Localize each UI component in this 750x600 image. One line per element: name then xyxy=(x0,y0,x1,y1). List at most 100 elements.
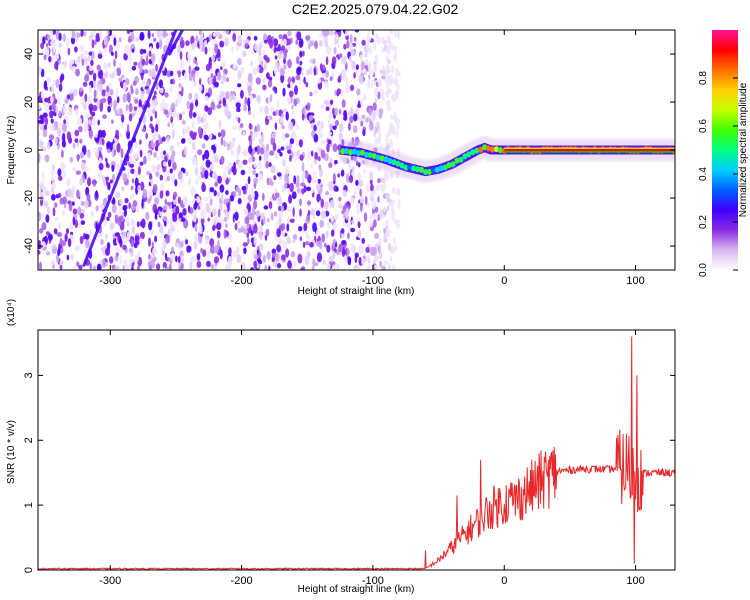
spectrogram-noise-cell xyxy=(349,34,353,44)
spectrogram-noise-cell xyxy=(127,38,132,43)
spectrogram-noise-cell xyxy=(256,145,261,155)
spectrogram-noise-cell xyxy=(243,227,247,235)
spectrogram-noise-cell xyxy=(349,197,355,204)
spectrogram-noise-cell xyxy=(244,42,249,48)
spectrogram-noise-cell xyxy=(293,98,298,107)
colorbar-tick-label: 0.2 xyxy=(698,215,709,229)
colorbar-tick-label: 0.4 xyxy=(698,167,709,181)
spectrogram-noise-cell xyxy=(97,129,103,138)
spectrogram-noise-cell xyxy=(322,72,326,77)
spectrogram-noise-cell xyxy=(111,204,117,214)
spectrogram-noise-cell xyxy=(326,262,331,270)
spectrogram-noise-cell xyxy=(386,35,390,45)
spectrogram-noise-cell xyxy=(331,229,335,237)
spectrogram-noise-cell xyxy=(210,73,214,79)
spectrogram-noise-cell xyxy=(396,30,401,40)
spectrogram-noise-cell xyxy=(161,136,166,142)
spectrogram-noise-cell xyxy=(277,44,281,52)
spectrogram-noise-cell xyxy=(321,210,327,220)
spectrogram-noise-cell xyxy=(362,129,366,137)
spectrogram-noise-cell xyxy=(253,260,258,269)
spectrogram-noise-cell xyxy=(176,141,181,147)
spectrogram-noise-cell xyxy=(58,83,63,92)
spectrogram-noise-cell xyxy=(106,148,111,154)
spectrogram-noise-cell xyxy=(198,224,203,235)
spectrogram-noise-cell xyxy=(280,117,284,124)
spectrogram-noise-cell xyxy=(306,186,312,192)
spectrogram-noise-cell xyxy=(98,138,103,146)
spectrogram-noise-cell xyxy=(96,82,101,90)
spectrogram-noise-cell xyxy=(246,222,250,229)
spectrogram-noise-cell xyxy=(322,260,326,266)
spectrogram-noise-cell xyxy=(237,70,242,80)
spectrogram-noise-cell xyxy=(300,182,306,187)
spectrogram-noise-cell xyxy=(214,256,220,264)
spectrogram-noise-cell xyxy=(128,54,132,64)
spectrogram-noise-cell xyxy=(276,263,282,269)
spectrogram-noise-cell xyxy=(289,138,295,145)
spectrogram-noise-cell xyxy=(357,230,362,238)
spectrogram-noise-cell xyxy=(88,51,93,56)
spectrogram-noise-cell xyxy=(321,121,324,129)
spectrogram-noise-cell xyxy=(350,49,355,56)
spectrogram-noise-cell xyxy=(59,264,63,270)
spectrogram-noise-cell xyxy=(41,51,46,56)
spectrogram-noise-cell xyxy=(298,226,303,232)
spectrogram-noise-cell xyxy=(291,76,295,84)
spectrogram-noise-cell xyxy=(369,121,374,130)
spectrogram-noise-cell xyxy=(79,178,83,186)
spectrogram-noise-cell xyxy=(242,149,247,156)
spectrogram-noise-cell xyxy=(335,30,341,33)
spectrogram-noise-cell xyxy=(351,166,355,171)
spectrogram-noise-cell xyxy=(300,267,305,270)
spectrogram-noise-cell xyxy=(235,102,241,109)
spectrogram-noise-cell xyxy=(166,38,169,49)
spectrogram-noise-cell xyxy=(338,244,343,253)
spectrogram-noise-cell xyxy=(333,248,337,253)
spectrogram-noise-cell xyxy=(337,173,341,178)
spectrogram-noise-cell xyxy=(113,37,117,47)
y-tick-label: 1 xyxy=(23,502,35,508)
spectrogram-noise-cell xyxy=(103,47,108,53)
spectrogram-noise-cell xyxy=(83,31,87,37)
spectrogram-noise-cell xyxy=(247,213,253,219)
spectrogram-noise-cell xyxy=(169,168,173,174)
spectrogram-noise-cell xyxy=(317,196,322,201)
spectrogram-noise-cell xyxy=(332,250,336,260)
spectrogram-noise-cell xyxy=(166,70,172,78)
spectrogram-noise-cell xyxy=(139,231,145,240)
spectrogram-noise-cell xyxy=(258,243,264,251)
spectrogram-noise-cell xyxy=(386,59,391,64)
spectrogram-noise-cell xyxy=(61,240,66,247)
spectrogram-noise-cell xyxy=(325,190,329,196)
spectrogram-noise-cell xyxy=(297,187,301,194)
spectrogram-noise-cell xyxy=(154,145,159,152)
spectrogram-noise-cell xyxy=(103,220,107,227)
spectrogram-noise-cell xyxy=(102,129,106,139)
spectrogram-noise-cell xyxy=(204,39,208,47)
spectrogram-noise-cell xyxy=(119,61,122,71)
spectrogram-noise-cell xyxy=(393,30,397,38)
spectrogram-noise-cell xyxy=(87,95,92,104)
spectrogram-noise-cell xyxy=(197,234,203,244)
spectrogram-noise-cell xyxy=(348,122,351,131)
spectrogram-noise-cell xyxy=(191,121,195,129)
spectrogram-noise-cell xyxy=(74,244,80,252)
spectrogram-noise-cell xyxy=(385,55,389,61)
spectrogram-noise-cell xyxy=(373,63,377,73)
spectrogram-noise-cell xyxy=(315,182,321,191)
spectrogram-noise-cell xyxy=(342,55,347,65)
doppler-track-cell xyxy=(375,154,381,161)
spectrogram-noise-cell xyxy=(304,256,310,266)
doppler-track-cell xyxy=(434,166,440,173)
spectrogram-noise-cell xyxy=(130,218,135,228)
spectrogram-noise-cell xyxy=(240,225,245,233)
spectrogram-noise-cell xyxy=(70,36,76,45)
spectrogram-noise-cell xyxy=(86,150,92,159)
spectrogram-noise-cell xyxy=(284,173,288,183)
spectrogram-streak xyxy=(167,30,184,56)
spectrogram-noise-cell xyxy=(62,132,66,143)
spectrogram-noise-cell xyxy=(158,224,164,234)
doppler-track-cell xyxy=(411,165,417,172)
spectrogram-noise-cell xyxy=(150,115,153,122)
